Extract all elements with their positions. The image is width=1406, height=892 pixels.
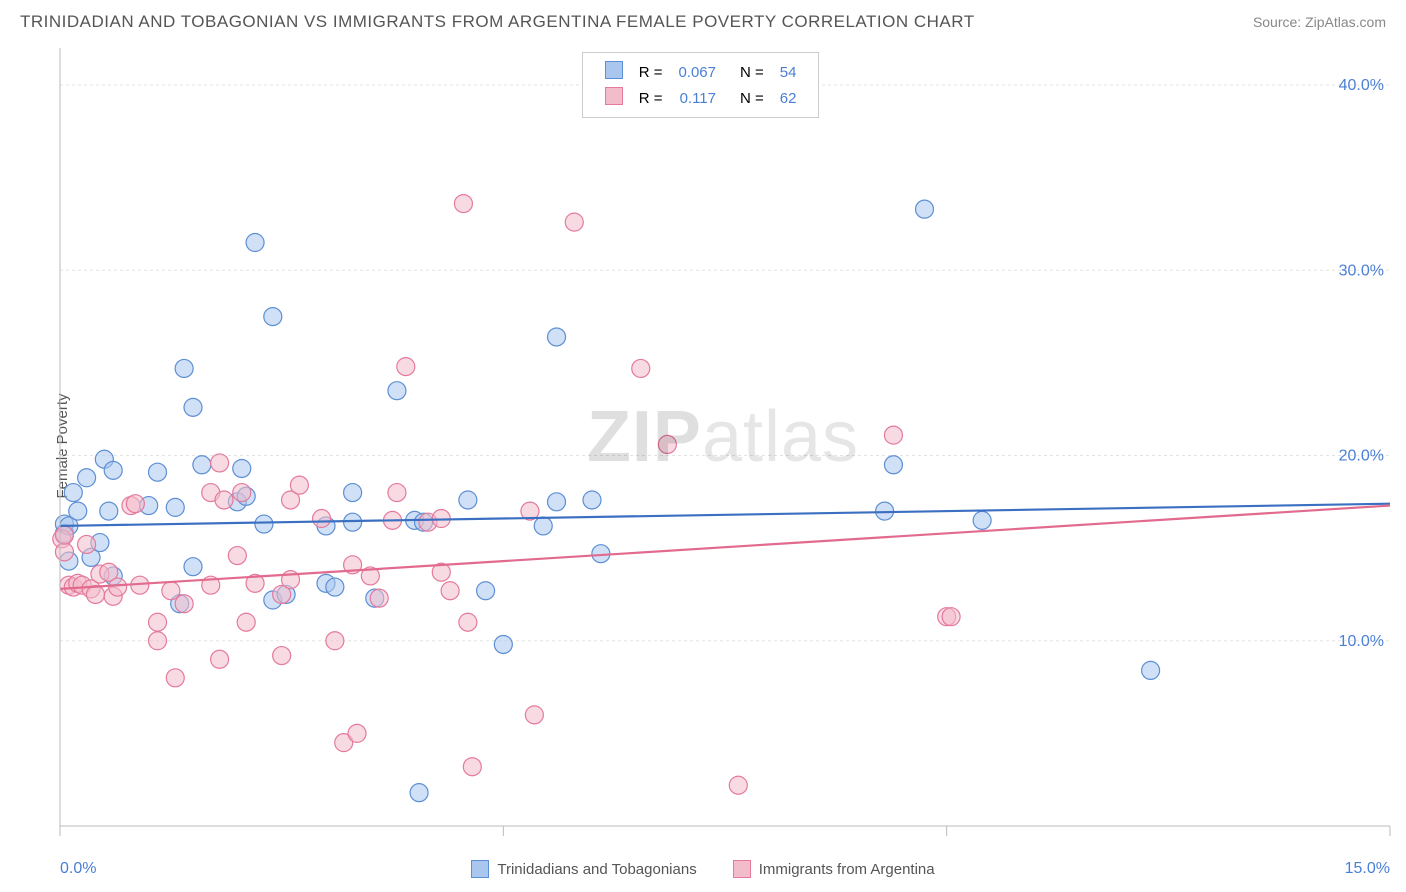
r-label: R = bbox=[631, 85, 671, 111]
chart-title: TRINIDADIAN AND TOBAGONIAN VS IMMIGRANTS… bbox=[20, 12, 975, 32]
scatter-chart: 10.0% 20.0% 30.0% 40.0% bbox=[50, 48, 1396, 842]
correlation-stats-box: R = 0.067 N = 54 R = 0.117 N = 62 bbox=[582, 52, 820, 118]
r-value: 0.117 bbox=[670, 85, 724, 111]
legend-swatch-icon bbox=[733, 860, 751, 878]
r-label: R = bbox=[631, 59, 671, 85]
n-value: 54 bbox=[772, 59, 805, 85]
xaxis-min-label: 0.0% bbox=[60, 860, 96, 878]
svg-text:40.0%: 40.0% bbox=[1339, 77, 1384, 94]
legend-label: Trinidadians and Tobagonians bbox=[497, 861, 696, 878]
legend-item: Immigrants from Argentina bbox=[733, 860, 935, 878]
n-label: N = bbox=[724, 85, 772, 111]
svg-text:20.0%: 20.0% bbox=[1339, 448, 1384, 465]
legend-swatch-icon bbox=[605, 61, 623, 79]
legend-swatch-icon bbox=[605, 87, 623, 105]
svg-text:30.0%: 30.0% bbox=[1339, 262, 1384, 279]
legend-item: Trinidadians and Tobagonians bbox=[471, 860, 696, 878]
legend-label: Immigrants from Argentina bbox=[759, 861, 935, 878]
bottom-legend: 0.0% 15.0% Trinidadians and Tobagonians … bbox=[0, 860, 1406, 882]
n-value: 62 bbox=[772, 85, 805, 111]
xaxis-max-label: 15.0% bbox=[1345, 860, 1390, 878]
n-label: N = bbox=[724, 59, 772, 85]
r-value: 0.067 bbox=[670, 59, 724, 85]
source-credit: Source: ZipAtlas.com bbox=[1253, 14, 1386, 30]
svg-text:10.0%: 10.0% bbox=[1339, 633, 1384, 650]
legend-swatch-icon bbox=[471, 860, 489, 878]
chart-area: 10.0%20.0%30.0%40.0% ZIPatlas R = 0.067 … bbox=[50, 48, 1396, 842]
